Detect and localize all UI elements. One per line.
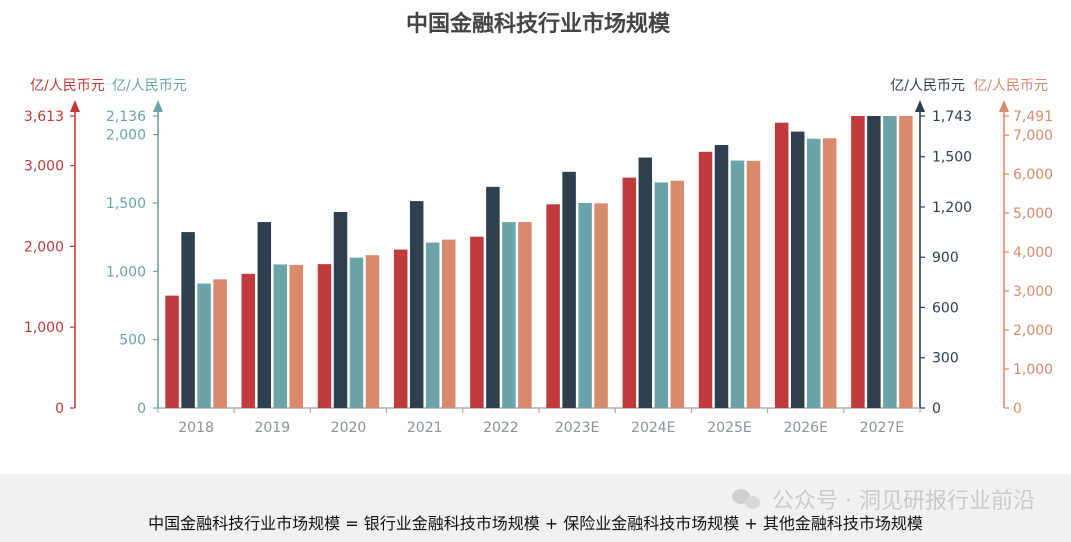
formula-text: 中国金融科技行业市场规模 = 银行业金融科技市场规模 + 保险业金融科技市场规模… — [148, 514, 923, 533]
bar — [654, 182, 669, 408]
axis-tick-label-y2: 1,500 — [106, 196, 146, 212]
axis-tick-label-y1: 0 — [55, 401, 64, 417]
bar — [213, 279, 227, 408]
bar — [622, 177, 637, 408]
bar — [470, 236, 484, 408]
x-tick-label: 2019 — [254, 420, 290, 436]
x-tick-label: 2021 — [407, 420, 443, 436]
axis-arrow-y4 — [999, 100, 1009, 112]
axis-tick-label-y3: 600 — [932, 300, 959, 316]
bar — [486, 186, 500, 408]
bar — [899, 116, 913, 408]
bar — [806, 138, 821, 409]
bar — [670, 180, 685, 408]
footer-band — [0, 474, 1071, 542]
axis-tick-label-y3: 1,500 — [932, 150, 972, 166]
bar — [578, 202, 592, 408]
axis-tick-label-y4: 4,000 — [1013, 245, 1053, 261]
bar — [441, 239, 456, 408]
bar — [181, 232, 195, 408]
bar — [241, 273, 256, 408]
bar — [502, 222, 516, 408]
bar — [822, 138, 837, 409]
bar — [746, 160, 761, 408]
axis-title-y4: 亿/人民币元 — [973, 78, 1048, 94]
bar — [197, 283, 211, 408]
bar — [349, 257, 364, 408]
bar — [273, 264, 288, 408]
axis-tick-label-y4: 7,000 — [1013, 128, 1053, 144]
bar — [638, 157, 653, 408]
axis-tick-label-y1: 3,000 — [24, 159, 64, 175]
axis-title-y2: 亿/人民币元 — [112, 78, 187, 94]
x-tick-label: 2020 — [331, 420, 367, 436]
axis-tick-label-y2: 0 — [137, 401, 146, 417]
bar — [730, 160, 745, 408]
axis-arrow-y3 — [915, 100, 925, 112]
axis-tick-label-y4: 3,000 — [1013, 284, 1053, 300]
axis-title-y3: 亿/人民币元 — [890, 78, 965, 94]
axis-tick-label-y3: 1,200 — [932, 200, 972, 216]
bar — [333, 211, 348, 408]
bar — [883, 116, 897, 408]
bar — [365, 255, 380, 408]
axis-tick-label-y3: 300 — [932, 351, 959, 367]
x-tick-label: 2025E — [707, 420, 751, 436]
bar — [518, 222, 532, 408]
axis-tick-label-y4: 6,000 — [1013, 167, 1053, 183]
bar — [867, 116, 881, 408]
axis-arrow-y2 — [153, 100, 163, 112]
axis-title-y1: 亿/人民币元 — [30, 78, 105, 94]
x-tick-label: 2023E — [555, 420, 599, 436]
axis-tick-label-y2: 500 — [119, 333, 146, 349]
axis-tick-label-y1: 2,000 — [24, 239, 64, 255]
bar — [546, 204, 560, 408]
bar — [562, 171, 576, 408]
bar — [393, 249, 408, 408]
x-tick-label: 2018 — [178, 420, 214, 436]
bar — [698, 151, 713, 409]
axis-tick-label-y4: 2,000 — [1013, 323, 1053, 339]
bar — [317, 264, 332, 408]
axis-tick-label-y2: 1,000 — [106, 264, 146, 280]
bar — [851, 116, 865, 408]
bar — [165, 295, 179, 408]
axis-tick-label-y1: 1,000 — [24, 320, 64, 336]
bar — [425, 242, 440, 408]
x-tick-label: 2024E — [631, 420, 675, 436]
bar — [594, 203, 608, 408]
wechat-icon — [732, 487, 762, 511]
axis-tick-label-y4: 7,491 — [1013, 109, 1053, 125]
chart-title: 中国金融科技行业市场规模 — [406, 11, 671, 37]
bar — [257, 222, 272, 408]
axis-tick-label-y3: 900 — [932, 250, 959, 266]
axis-tick-label-y4: 0 — [1013, 401, 1022, 417]
x-tick-label: 2022 — [483, 420, 519, 436]
watermark: 公众号 · 洞见研报行业前沿 — [732, 482, 1035, 516]
bar — [289, 264, 304, 408]
axis-arrow-y1 — [70, 100, 80, 112]
axis-tick-label-y3: 1,743 — [932, 109, 972, 125]
watermark-text: 公众号 · 洞见研报行业前沿 — [772, 489, 1035, 514]
axis-tick-label-y2: 2,136 — [106, 109, 146, 125]
bar — [790, 131, 805, 409]
axis-tick-label-y2: 2,000 — [106, 128, 146, 144]
axis-tick-label-y3: 0 — [932, 401, 941, 417]
x-tick-label: 2026E — [783, 420, 827, 436]
axis-tick-label-y1: 3,613 — [24, 109, 64, 125]
axis-tick-label-y4: 5,000 — [1013, 206, 1053, 222]
bar — [409, 201, 424, 408]
bar — [714, 144, 729, 408]
bar — [774, 122, 789, 408]
x-tick-label: 2027E — [860, 420, 904, 436]
axis-tick-label-y4: 1,000 — [1013, 362, 1053, 378]
